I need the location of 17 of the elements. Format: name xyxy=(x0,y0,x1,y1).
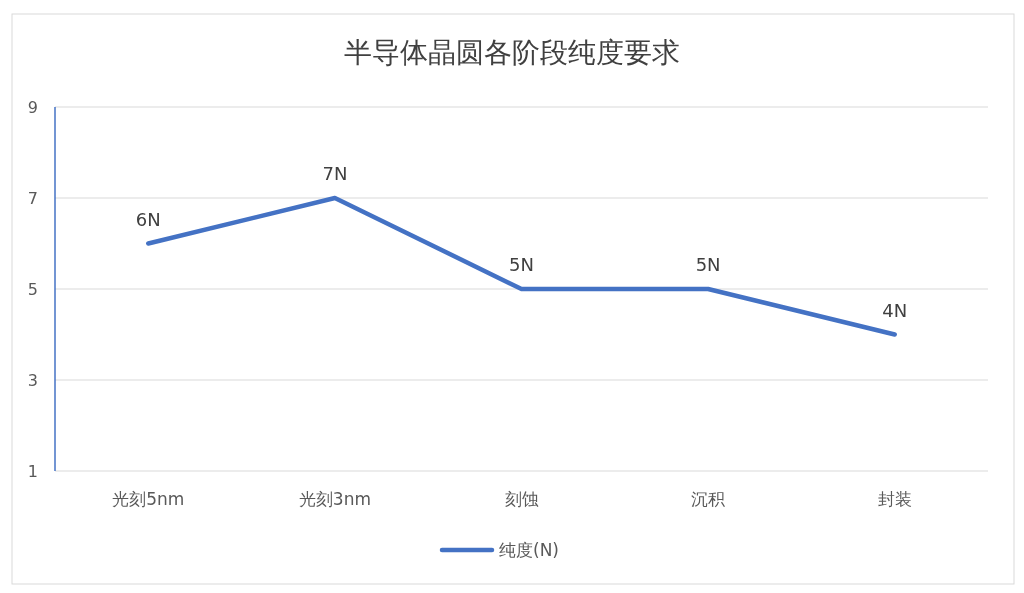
data-label: 4N xyxy=(882,299,908,321)
chart-title: 半导体晶圆各阶段纯度要求 xyxy=(344,36,680,69)
x-tick-label: 光刻3nm xyxy=(298,489,371,509)
data-label: 6N xyxy=(135,208,161,230)
x-tick-label: 刻蚀 xyxy=(504,489,539,509)
x-tick-label: 沉积 xyxy=(691,489,726,509)
data-label: 5N xyxy=(509,254,534,275)
y-tick-label: 1 xyxy=(27,462,38,481)
legend-label: 纯度(N) xyxy=(499,540,559,560)
y-tick-label: 3 xyxy=(27,371,38,390)
y-tick-label: 9 xyxy=(27,98,38,117)
x-tick-label: 封装 xyxy=(877,489,912,509)
y-tick-label: 7 xyxy=(27,189,38,208)
data-label: 5N xyxy=(695,254,721,275)
y-tick-label: 5 xyxy=(27,280,38,299)
x-tick-label: 光刻5nm xyxy=(112,489,185,509)
data-label: 7N xyxy=(322,163,348,184)
